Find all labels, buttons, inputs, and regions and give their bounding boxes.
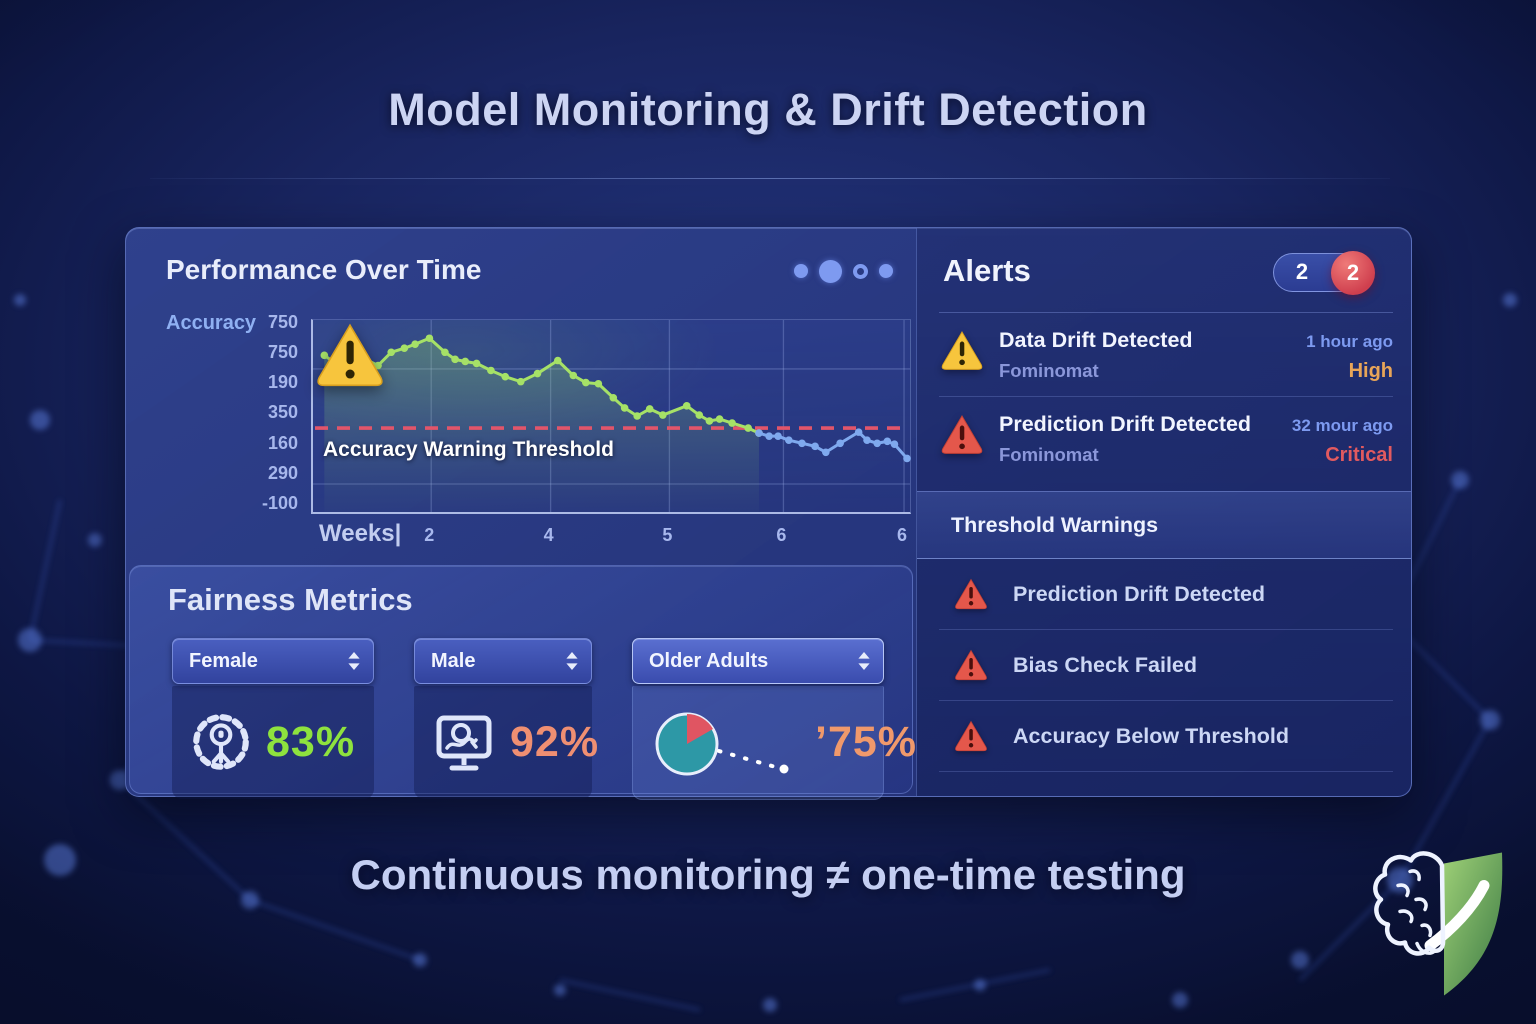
carousel-dot[interactable]: [819, 259, 842, 283]
fairness-percentage: 75%: [827, 718, 918, 766]
y-axis-tick-label: -100: [261, 492, 298, 513]
fairness-card: Older Adults ʼ75%: [632, 638, 916, 800]
threshold-warning-label: Bias Check Failed: [1013, 652, 1198, 677]
shield-check-swoosh: [1424, 880, 1490, 951]
threshold-warnings-list: Prediction Drift Detected Bias Check Fai…: [939, 559, 1393, 772]
warning-red-icon: [953, 719, 989, 753]
y-axis-tick-label: 750: [267, 342, 298, 363]
fairness-card-body: 83%: [172, 686, 374, 799]
page-title: Model Monitoring & Drift Detection: [388, 84, 1148, 135]
alert-subtitle: Fominomat: [999, 360, 1099, 381]
alerts-count-badge: 2 2: [1273, 251, 1375, 295]
threshold-warning-label: Accuracy Below Threshold: [1013, 723, 1289, 748]
alert-severity: High: [1348, 360, 1393, 382]
alert-text: Prediction Drift Detected 32 mour ago Fo…: [999, 412, 1393, 467]
alerts-panel: Alerts 2 2 Data Drift Detected 1 hour ag…: [916, 228, 1411, 796]
alert-subtitle: Fominomat: [999, 444, 1099, 465]
carousel-dot[interactable]: [794, 264, 808, 278]
warning-red-icon: [953, 648, 989, 682]
pie-chart-icon: [651, 706, 801, 780]
title-divider: [150, 178, 1390, 179]
brain-shield-logo: [1373, 851, 1503, 996]
x-axis-tick-label: 5: [662, 525, 673, 545]
performance-line-chart: Accuracy Warning Threshold: [311, 319, 911, 514]
threshold-warnings-title: Threshold Warnings: [951, 512, 1159, 537]
y-axis-title: Accuracy: [166, 312, 257, 334]
fairness-percentage: 83%: [266, 718, 356, 766]
warning-yellow-icon: [939, 329, 985, 372]
alert-text: Data Drift Detected 1 hour ago Fominomat…: [999, 328, 1393, 383]
chevron-updown-icon: [566, 652, 578, 670]
fairness-value: 83%: [266, 718, 355, 767]
y-axis-tick-label: 190: [267, 372, 298, 393]
carousel-dot[interactable]: [853, 263, 868, 279]
fairness-card-body: ʼ75%: [632, 686, 916, 800]
x-axis-tick-label: 4: [543, 525, 554, 545]
alert-title: Data Drift Detected: [999, 328, 1193, 352]
chart-canvas: [313, 320, 911, 512]
x-axis-tick-label: 2: [424, 525, 435, 545]
tagline: Continuous monitoring ≠ one-time testing: [350, 851, 1186, 898]
alert-timestamp: 1 hour ago: [1306, 332, 1393, 351]
alert-item[interactable]: Data Drift Detected 1 hour ago Fominomat…: [939, 313, 1393, 397]
warning-red-icon: [939, 413, 985, 456]
monitor-search-icon: [432, 712, 496, 774]
brain-folds: [1396, 869, 1436, 955]
alert-timestamp: 32 mour ago: [1291, 416, 1393, 435]
chevron-updown-icon: [858, 652, 870, 670]
fairness-value: ʼ75%: [815, 718, 917, 767]
warning-red-icon: [953, 577, 989, 611]
x-axis-tick-label: 6: [776, 525, 787, 545]
fairness-cards: Female 83% Male: [172, 638, 916, 800]
fairness-card: Female 83%: [172, 638, 374, 799]
alerts-list: Data Drift Detected 1 hour ago Fominomat…: [939, 313, 1393, 480]
alerts-total-count: 2: [1295, 259, 1309, 284]
callout-tick-mark: ʼ: [815, 718, 828, 766]
gear-person-icon: [190, 710, 252, 776]
x-axis: Weeks| 2 4 5 6 6: [311, 519, 908, 553]
threshold-warning-label: Prediction Drift Detected: [1013, 581, 1266, 606]
y-axis-tick-label: 750: [267, 312, 298, 332]
dropdown-selected-label: Female: [189, 649, 258, 672]
y-axis-tick-labels: 750 750 190 350 160 290 -100: [246, 312, 298, 514]
threshold-warnings-header: Threshold Warnings: [917, 491, 1411, 559]
fairness-group-dropdown[interactable]: Female: [172, 638, 374, 684]
alerts-unread-count: 2: [1331, 251, 1375, 295]
alerts-panel-title: Alerts: [943, 253, 1031, 288]
y-axis-tick-label: 350: [267, 402, 298, 423]
performance-panel-title: Performance Over Time: [166, 254, 482, 285]
fairness-card: Male 92%: [414, 638, 598, 799]
fairness-panel-title: Fairness Metrics: [168, 582, 413, 617]
threshold-label: Accuracy Warning Threshold: [323, 438, 614, 461]
fairness-percentage: 92%: [510, 718, 600, 766]
threshold-warning-item[interactable]: Bias Check Failed: [939, 630, 1393, 701]
dropdown-selected-label: Male: [431, 649, 476, 672]
fairness-metrics-panel: Fairness Metrics Female 83% Male: [129, 565, 916, 800]
fairness-card-body: 92%: [414, 686, 598, 799]
warning-triangle-icon: [317, 323, 383, 387]
carousel-dot[interactable]: [879, 264, 893, 278]
alert-item[interactable]: Prediction Drift Detected 32 mour ago Fo…: [939, 397, 1393, 480]
chevron-updown-icon: [348, 652, 360, 670]
dropdown-selected-label: Older Adults: [649, 649, 769, 672]
monitoring-section: Performance Over Time Accuracy 750 750 190…: [126, 228, 916, 800]
threshold-warning-item[interactable]: Prediction Drift Detected: [939, 559, 1393, 630]
fairness-value: 92%: [510, 718, 599, 767]
x-axis-tick-label: 6: [897, 525, 908, 545]
alert-title: Prediction Drift Detected: [999, 412, 1252, 436]
carousel-dots: [794, 258, 893, 284]
x-axis-title: Weeks|: [319, 520, 402, 547]
threshold-warning-item[interactable]: Accuracy Below Threshold: [939, 701, 1393, 772]
y-axis-tick-label: 160: [267, 432, 298, 453]
alerts-header-divider: [939, 312, 1393, 313]
fairness-group-dropdown[interactable]: Older Adults: [632, 638, 884, 684]
fairness-group-dropdown[interactable]: Male: [414, 638, 592, 684]
dashboard-panel: Performance Over Time Accuracy 750 750 190…: [125, 227, 1412, 800]
y-axis-tick-label: 290: [267, 462, 298, 483]
brain-outline: [1373, 851, 1446, 956]
alert-severity: Critical: [1325, 444, 1393, 466]
